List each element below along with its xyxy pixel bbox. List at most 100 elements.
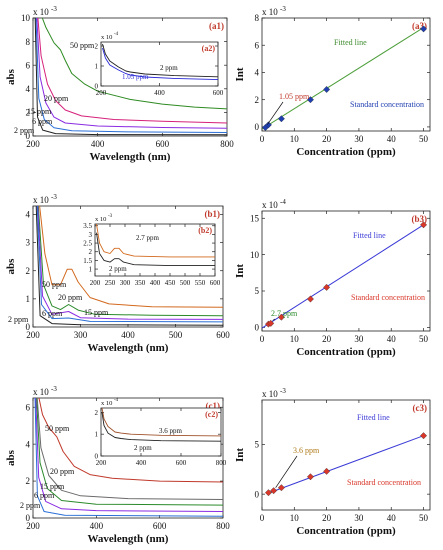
panel-label: (c2) xyxy=(205,410,218,419)
annotation-label: 6 ppm xyxy=(42,309,63,318)
annotation-label: 50 ppm xyxy=(70,41,95,50)
exponent-label: x 10 -4 xyxy=(101,32,119,41)
x-tick-label: 600 xyxy=(156,139,170,149)
annotation-label: 2 ppm xyxy=(160,64,178,72)
y-tick-label: 15 xyxy=(250,213,260,223)
x-tick-label: 350 xyxy=(135,279,146,287)
series-line xyxy=(102,47,218,81)
exponent-power: -4 xyxy=(114,32,119,37)
series-line xyxy=(101,412,221,442)
x-tick-label: 500 xyxy=(169,330,183,340)
y-axis-label: abs xyxy=(5,68,17,85)
series-line xyxy=(35,398,223,506)
series-line xyxy=(34,398,223,517)
panel-c3: 0 10 20 30 40 50 0 5 x 10 -3 (c3) Concentration (p… xyxy=(234,387,431,537)
y-tick-label: 1 xyxy=(95,62,99,70)
x-tick-label: 40 xyxy=(387,134,397,144)
annotation-label: Standard concentration xyxy=(347,478,421,487)
fit-line xyxy=(268,435,424,494)
y-tick-label: 0 xyxy=(95,82,99,90)
panel-a3: 0 10 20 30 40 50 0 2 4 6 8x 10 -3 (a3) Concentration… xyxy=(234,5,431,158)
y-axis-label: abs xyxy=(5,258,17,275)
x-tick-label: 400 xyxy=(136,459,147,467)
annotation-label: 15 ppm xyxy=(84,308,109,317)
panel-label: (c3) xyxy=(413,403,428,413)
data-point xyxy=(323,283,331,291)
x-tick-label: 20 xyxy=(322,334,332,344)
annotation-label: 2 ppm xyxy=(20,501,41,510)
fit-line xyxy=(261,224,424,329)
y-tick-label: 8 xyxy=(255,13,260,23)
exponent-power: -4 xyxy=(114,398,119,403)
annotation-label: 2.7 ppm xyxy=(271,309,298,318)
plot-frame xyxy=(261,399,431,511)
data-point xyxy=(264,489,272,497)
panel-label: (b2) xyxy=(198,226,212,235)
exponent-label: x 10 -3 xyxy=(262,5,286,17)
y-tick-label: 2 xyxy=(95,42,99,50)
exponent-label: x 10 -4 xyxy=(101,398,119,407)
x-tick-label: 400 xyxy=(91,139,105,149)
y-tick-label: 2 xyxy=(89,248,93,256)
data-point xyxy=(277,313,285,321)
x-tick-label: 200 xyxy=(96,89,107,97)
x-tick-label: 450 xyxy=(165,279,176,287)
series-line xyxy=(96,224,215,258)
data-point xyxy=(306,473,314,481)
annotation-label: 50 ppm xyxy=(42,280,67,289)
y-tick-label: 4 xyxy=(26,210,31,220)
annotation-label: 20 ppm xyxy=(44,94,69,103)
y-tick-label: 4 xyxy=(26,439,31,449)
x-tick-label: 20 xyxy=(322,134,332,144)
y-tick-label: 6 xyxy=(26,60,31,70)
y-tick-label: 0 xyxy=(95,452,99,460)
x-tick-label: 200 xyxy=(96,459,107,467)
y-tick-label: 3 xyxy=(89,231,93,239)
x-tick-label: 10 xyxy=(290,334,300,344)
annotation-label: 1.05 ppm xyxy=(122,73,149,81)
data-point xyxy=(323,85,331,93)
x-tick-label: 40 xyxy=(387,334,397,344)
y-tick-label: 10 xyxy=(250,250,260,260)
series-line xyxy=(35,398,223,512)
exponent-power: -3 xyxy=(280,387,286,395)
exponent-power: -3 xyxy=(51,5,57,13)
x-tick-label: 10 xyxy=(290,134,300,144)
data-point xyxy=(306,96,314,104)
y-tick-label: 2 xyxy=(26,476,31,486)
series-line xyxy=(37,18,227,124)
x-tick-label: 0 xyxy=(260,134,265,144)
y-tick-label: 8 xyxy=(26,37,31,47)
x-tick-label: 20 xyxy=(322,513,332,523)
x-tick-label: 800 xyxy=(220,139,234,149)
exponent-label: x 10 -3 xyxy=(33,5,57,17)
lod-arrow xyxy=(267,101,284,125)
x-tick-label: 200 xyxy=(26,521,40,531)
series-line xyxy=(37,206,223,320)
x-tick-label: 800 xyxy=(216,521,230,531)
y-axis-label: Int xyxy=(234,448,246,462)
annotation-label: 3.6 ppm xyxy=(159,427,183,435)
annotation-label: Fitted line xyxy=(353,231,386,240)
panel-label: (a1) xyxy=(209,21,224,31)
series-line xyxy=(36,18,227,129)
x-tick-label: 0 xyxy=(260,513,265,523)
annotation-label: 15 ppm xyxy=(27,107,52,116)
annotation-label: 15 ppm xyxy=(40,482,65,491)
x-tick-label: 0 xyxy=(260,334,265,344)
plot-frame xyxy=(261,17,431,132)
exponent-label: x 10 -3 xyxy=(95,214,113,223)
panel-label: (a3) xyxy=(412,21,427,31)
x-axis-label: Concentration (ppm) xyxy=(296,525,396,537)
x-tick-label: 30 xyxy=(354,334,364,344)
y-tick-label: 6 xyxy=(26,402,31,412)
x-tick-label: 600 xyxy=(213,89,224,97)
series-line xyxy=(36,206,223,323)
y-tick-label: 2 xyxy=(26,266,31,276)
x-tick-label: 200 xyxy=(26,330,40,340)
series-line xyxy=(101,408,221,437)
series-line xyxy=(39,206,223,308)
inset-c2: 200 400 600 800 0 1 2x 10 -4 (c2) 3.6 ppm 2 ppm xyxy=(95,398,227,467)
